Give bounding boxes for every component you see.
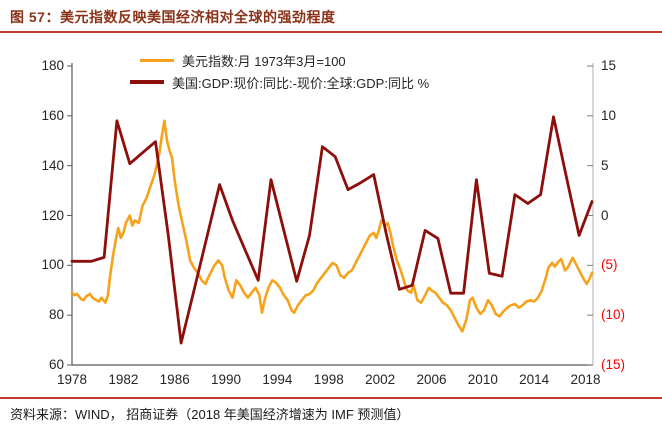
y-axis-right-tick-label: 15 [601, 58, 617, 73]
x-axis-tick-label: 1986 [159, 372, 190, 387]
y-axis-left-tick-label: 180 [41, 58, 64, 73]
series-line-gdp-diff [70, 115, 594, 345]
legend-swatch-usd-index [140, 58, 174, 62]
y-axis-right-tick-label: (15) [601, 357, 626, 372]
footer-divider [0, 397, 662, 399]
y-axis-left-tick-label: 120 [41, 207, 64, 223]
legend-item-gdp-diff: 美国:GDP:现价:同比:-现价:全球:GDP:同比 % [130, 74, 430, 91]
figure-title: 图 57：美元指数反映美国经济相对全球的强劲程度 [10, 9, 336, 25]
x-axis-tick-label: 2010 [467, 372, 498, 387]
y-axis-right-tick-label: (5) [601, 257, 618, 273]
y-axis-right-tick-label: 10 [601, 107, 617, 123]
title-underline [0, 31, 662, 33]
legend-swatch-gdp-diff [130, 80, 164, 84]
y-axis-left-tick-label: 100 [41, 257, 64, 273]
legend-item-usd-index: 美元指数:月 1973年3月=100 [140, 52, 346, 69]
x-axis-tick-label: 1994 [262, 372, 293, 387]
x-axis-tick-label: 2014 [519, 372, 550, 387]
x-axis-tick-label: 1990 [211, 372, 242, 387]
y-axis-right-tick-label: 0 [601, 207, 609, 223]
y-axis-right-tick-label: (10) [601, 307, 626, 323]
series-line-usd-index [70, 119, 594, 333]
y-axis-left-tick-label: 80 [48, 307, 64, 323]
y-axis-left-tick-label: 60 [48, 357, 64, 372]
y-axis-left-tick-label: 140 [41, 157, 64, 173]
x-axis-tick-label: 2006 [416, 372, 447, 387]
y-axis-right-tick-label: 5 [601, 157, 609, 173]
y-axis-left-tick-label: 160 [41, 107, 64, 123]
x-axis-tick-label: 2002 [365, 372, 396, 387]
x-axis-tick-label: 2018 [570, 372, 601, 387]
legend-label-gdp-diff: 美国:GDP:现价:同比:-现价:全球:GDP:同比 % [172, 75, 430, 91]
x-axis-tick-label: 1978 [56, 372, 88, 387]
x-axis-tick-label: 1982 [108, 372, 139, 387]
legend-label-usd-index: 美元指数:月 1973年3月=100 [182, 53, 346, 69]
source-note: 资料来源：WIND， 招商证券（2018 年美国经济增速为 IMF 预测值） [10, 407, 410, 422]
x-axis-tick-label: 1998 [313, 372, 344, 387]
